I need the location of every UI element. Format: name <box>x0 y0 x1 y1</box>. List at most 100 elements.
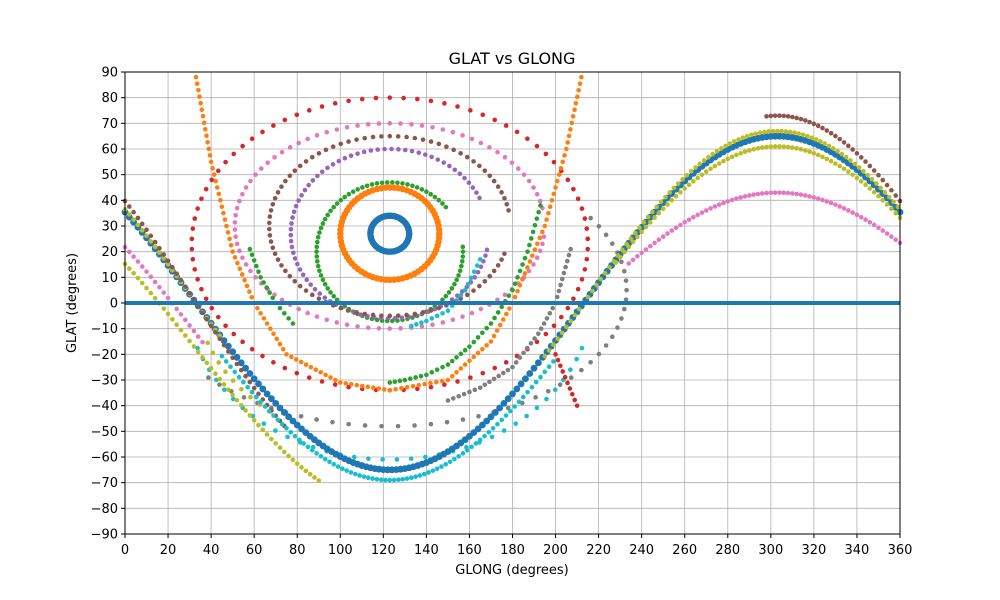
data-point <box>267 220 272 226</box>
data-point <box>725 156 731 162</box>
data-point <box>354 137 359 142</box>
y-tick-label: 0 <box>110 297 118 312</box>
data-point <box>237 359 245 367</box>
data-point <box>538 326 544 331</box>
data-point <box>569 120 575 126</box>
data-point <box>203 186 209 192</box>
data-point <box>815 196 821 201</box>
data-point <box>314 314 320 319</box>
data-point <box>152 279 158 285</box>
data-point <box>473 441 479 446</box>
data-point <box>880 197 886 203</box>
data-point <box>818 139 823 144</box>
data-point <box>678 222 683 228</box>
data-point <box>213 178 219 184</box>
data-point <box>247 246 253 252</box>
data-point <box>755 146 761 151</box>
data-point <box>190 256 196 262</box>
y-tick-label: −30 <box>91 374 118 389</box>
data-point <box>650 209 655 215</box>
data-point <box>340 466 345 471</box>
data-point <box>828 130 834 136</box>
data-point <box>579 345 585 351</box>
data-point <box>290 215 295 220</box>
data-point <box>280 346 286 352</box>
data-point <box>232 220 238 225</box>
y-tick-label: −90 <box>91 528 118 543</box>
data-point <box>400 476 406 482</box>
series-15 <box>553 352 580 408</box>
data-point <box>538 374 543 380</box>
y-tick-label: 10 <box>101 271 118 286</box>
data-point <box>850 147 855 152</box>
series-11 <box>409 257 483 329</box>
data-point <box>837 136 843 142</box>
data-point <box>477 437 483 443</box>
data-point <box>241 379 246 385</box>
data-point <box>275 190 281 195</box>
data-point <box>502 195 507 201</box>
data-point <box>355 123 360 128</box>
data-point <box>495 149 500 155</box>
data-point <box>224 342 232 350</box>
data-point <box>510 287 515 293</box>
data-point <box>322 216 328 222</box>
data-point <box>665 231 670 236</box>
data-point <box>344 125 350 130</box>
data-point <box>273 441 278 446</box>
data-point <box>230 378 236 383</box>
x-tick-label: 200 <box>543 543 568 558</box>
data-point <box>886 194 892 200</box>
data-point <box>673 193 679 199</box>
data-point <box>561 270 567 276</box>
data-point <box>314 244 320 250</box>
data-point <box>499 190 504 195</box>
data-point <box>315 234 321 240</box>
data-point <box>480 330 485 336</box>
data-point <box>781 144 787 149</box>
data-point <box>488 321 494 326</box>
data-point <box>251 258 257 263</box>
y-tick-label: 90 <box>101 66 118 81</box>
data-point <box>288 238 294 244</box>
data-point <box>639 250 644 256</box>
data-point <box>382 146 387 152</box>
data-point <box>375 147 381 152</box>
data-point <box>531 185 536 190</box>
data-point <box>234 241 240 247</box>
data-point <box>144 285 149 291</box>
data-point <box>234 205 240 211</box>
data-point <box>304 277 310 283</box>
data-point <box>240 255 245 261</box>
data-point <box>506 293 512 299</box>
data-point <box>295 261 300 267</box>
data-point <box>269 436 274 442</box>
data-point <box>215 314 221 320</box>
data-point <box>413 474 418 479</box>
data-point <box>521 172 527 177</box>
data-point <box>865 172 871 178</box>
data-point <box>398 326 403 331</box>
data-point <box>396 477 401 483</box>
data-point <box>161 252 167 257</box>
data-point <box>753 131 759 136</box>
data-point <box>194 81 200 86</box>
data-point <box>387 95 393 100</box>
data-point <box>244 283 250 289</box>
data-point <box>460 451 466 456</box>
data-point <box>242 364 249 372</box>
data-point <box>534 359 542 367</box>
data-point <box>594 282 599 288</box>
data-point <box>515 288 520 294</box>
data-point <box>502 155 508 160</box>
data-point <box>379 423 384 429</box>
data-point <box>267 395 275 403</box>
data-point <box>249 346 255 352</box>
data-point <box>165 258 171 264</box>
data-point <box>346 191 352 197</box>
data-point <box>127 266 132 271</box>
data-point <box>135 222 141 228</box>
data-point <box>362 423 368 428</box>
data-point <box>409 475 414 481</box>
data-point <box>315 259 320 264</box>
